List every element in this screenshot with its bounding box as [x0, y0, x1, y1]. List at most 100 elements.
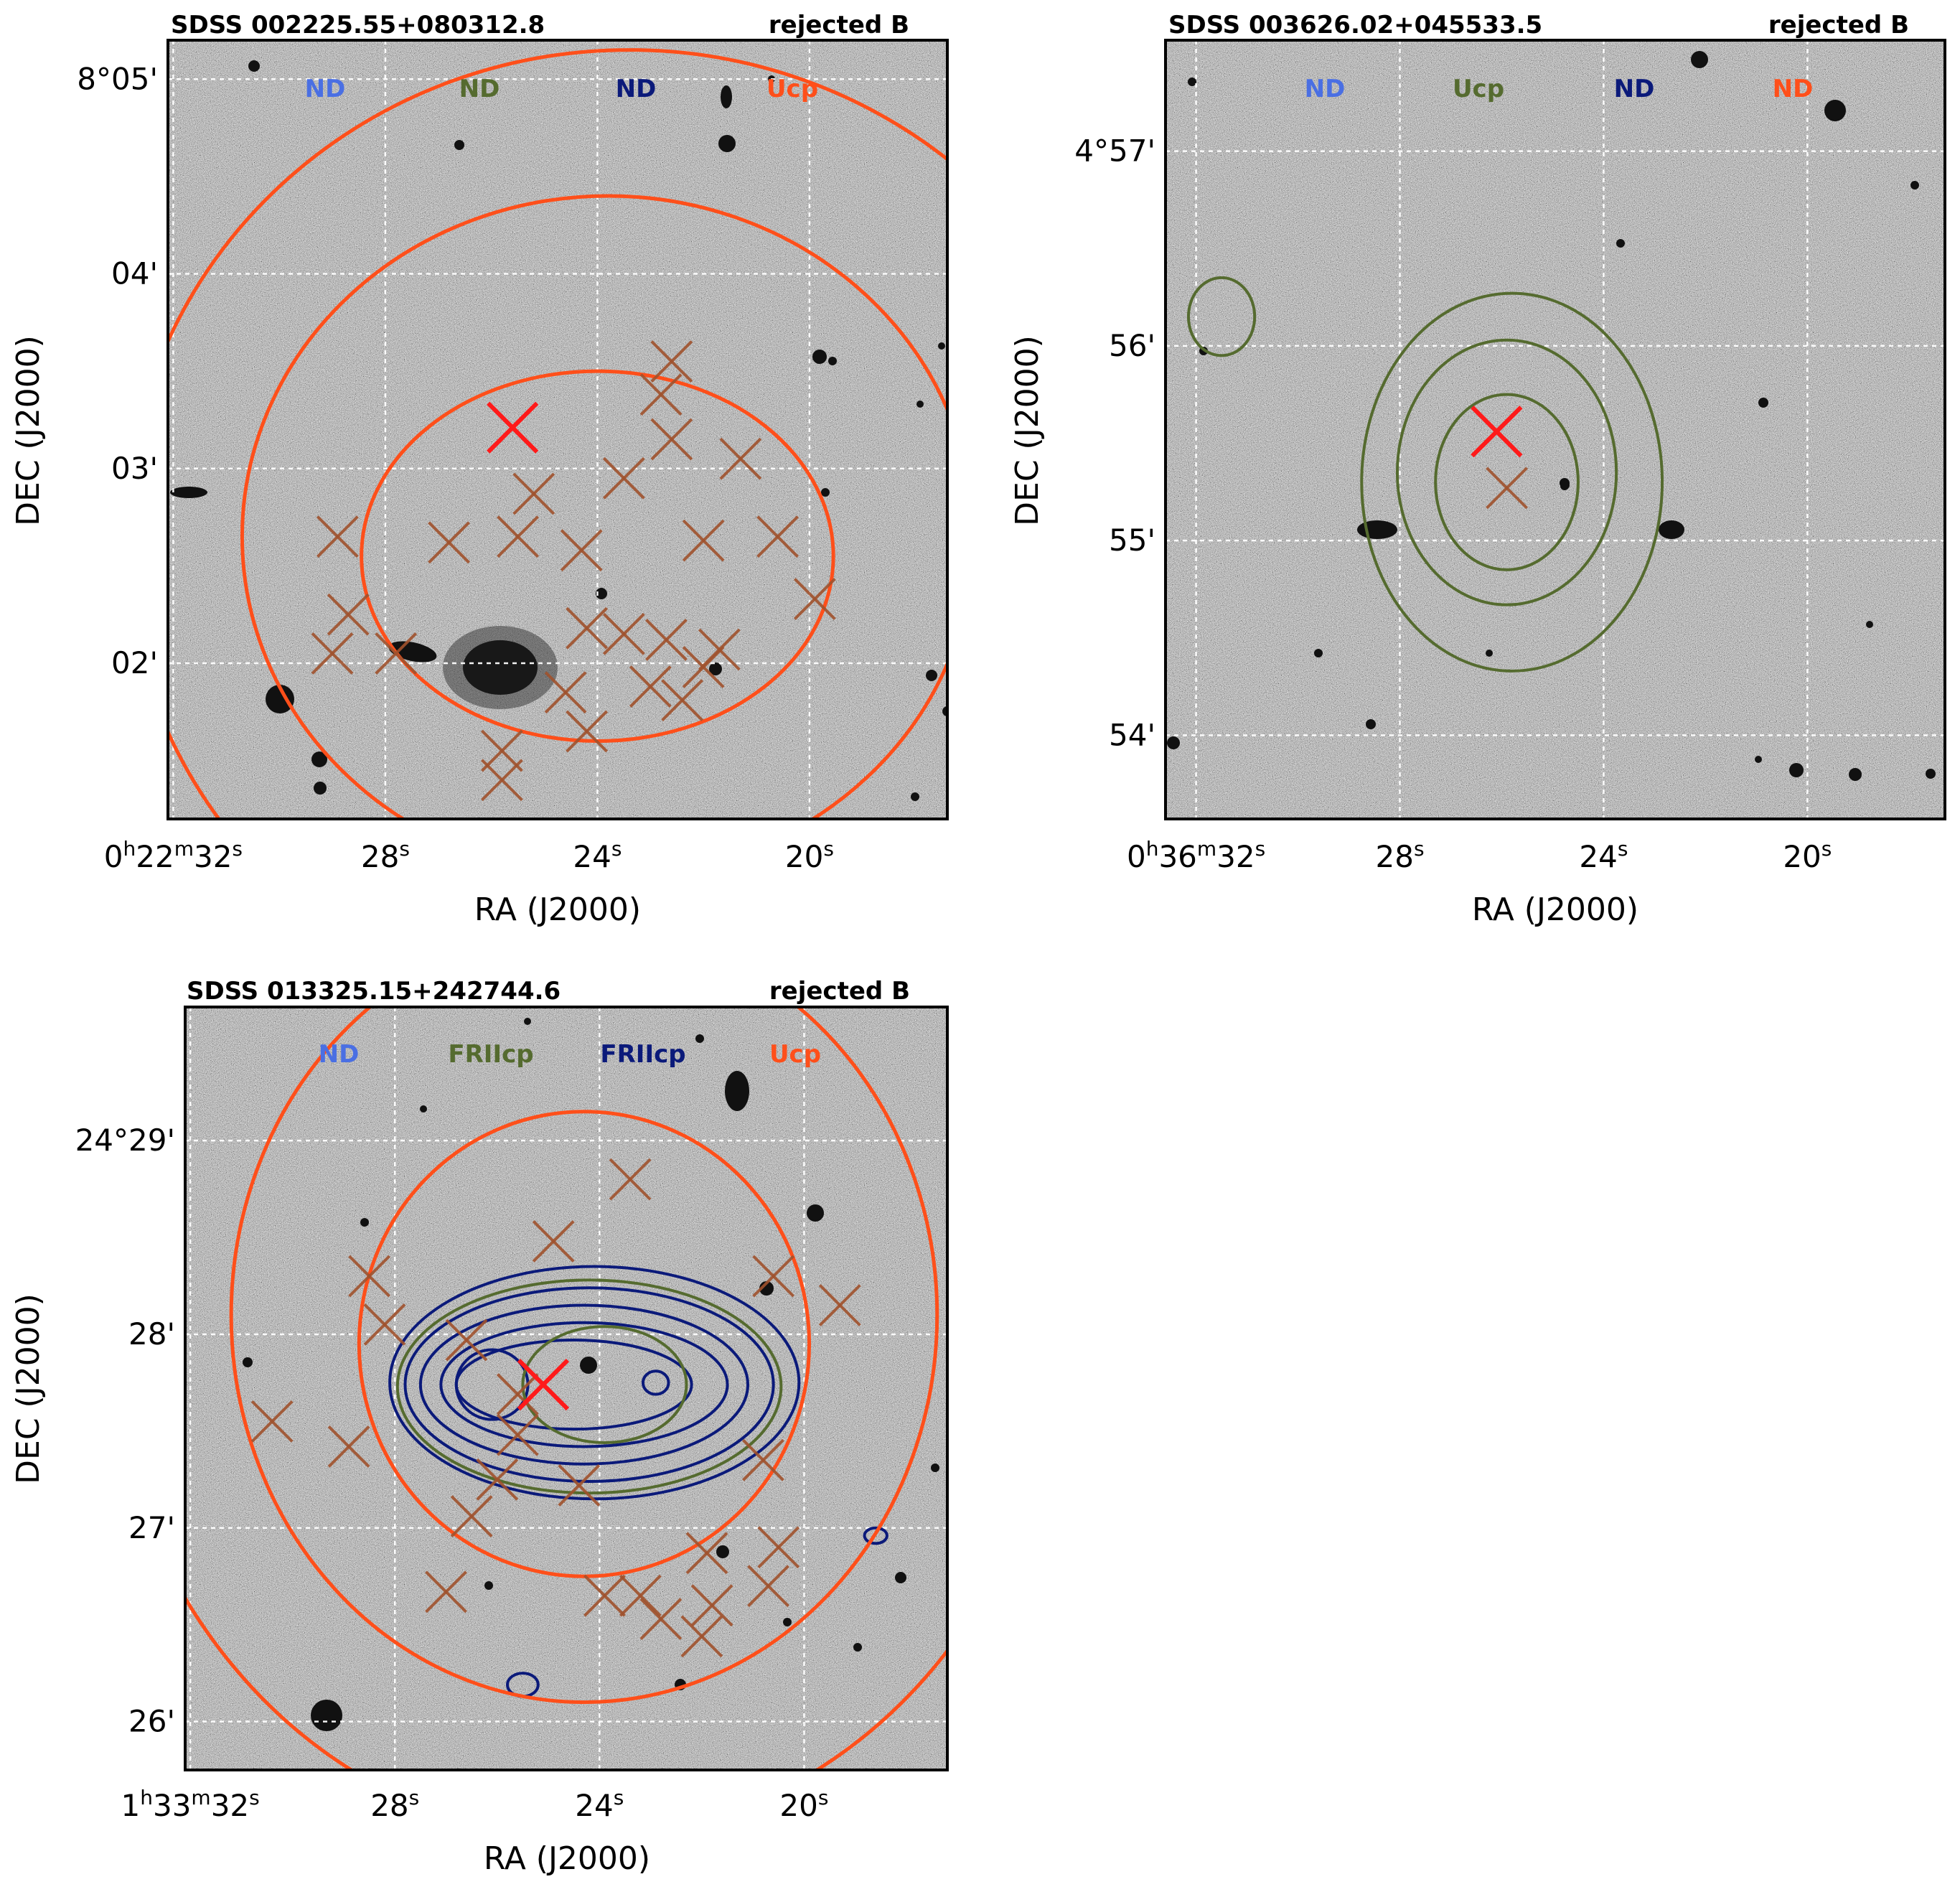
contour-ch3 — [439, 1321, 729, 1448]
legend-entry: ND — [459, 75, 500, 103]
source-cross — [752, 1255, 795, 1298]
x-tick-labels: 1h33m32s 28s 24s 20s — [121, 1786, 828, 1823]
source-cross — [544, 671, 587, 714]
target-cross — [487, 401, 539, 454]
plot-frame — [184, 1006, 949, 1771]
y-tick-labels: 4°57' 56' 55' 54' — [1074, 134, 1155, 753]
y-tick-label: 26' — [128, 1704, 175, 1739]
source-cross — [363, 1303, 406, 1346]
source-cross — [719, 437, 762, 480]
x-tick-labels: 0h36m32s 28s 24s 20s — [1127, 837, 1832, 874]
y-tick-labels: 24°29' 28' 27' 26' — [75, 1123, 175, 1738]
contour-ch2 — [395, 1278, 783, 1495]
chart-panel-1: SDSS 002225.55+080312.8 rejected B ND ND N… — [10, 11, 949, 928]
legend-entry: Ucp — [769, 1040, 821, 1069]
source-cross — [566, 710, 609, 753]
source-cross — [497, 515, 540, 558]
crosses — [1486, 467, 1528, 510]
source-cross — [639, 373, 683, 416]
source-cross — [682, 519, 725, 562]
legend-entry: ND — [319, 1040, 360, 1069]
source-cross — [690, 1584, 733, 1627]
legend-entry: ND — [1614, 75, 1655, 103]
source-cross — [481, 759, 523, 802]
plot-frame — [1164, 39, 1946, 820]
y-tick-label: 8°05' — [77, 61, 158, 96]
y-tick-label: 03' — [111, 451, 158, 486]
source-cross — [496, 1373, 539, 1416]
x-tick-label: 20s — [785, 837, 834, 874]
y-tick-label: 27' — [128, 1510, 175, 1545]
source-cross — [481, 729, 523, 772]
source-cross — [639, 1598, 683, 1640]
x-tick-label: 20s — [779, 1786, 828, 1823]
x-tick-label: 24s — [575, 1786, 624, 1823]
optical-sources — [1167, 51, 1936, 781]
panel-status: rejected B — [769, 11, 909, 39]
grid — [1166, 40, 1945, 819]
source-cross — [450, 1495, 493, 1537]
x-tick-label: 1h33m32s — [121, 1786, 259, 1823]
source-cross — [609, 1158, 652, 1201]
x-tick-label: 20s — [1783, 837, 1832, 874]
sky-image — [1166, 40, 1945, 819]
y-tick-label: 56' — [1109, 328, 1155, 363]
x-axis-label: RA (J2000) — [474, 891, 641, 928]
x-tick-labels: 0h22m32s 28s 24s 20s — [104, 837, 834, 874]
contour-ch4 — [168, 48, 947, 819]
y-axis-label: DEC (J2000) — [10, 335, 47, 526]
x-tick-label: 28s — [361, 837, 410, 874]
source-cross — [650, 340, 693, 383]
source-cross — [316, 515, 359, 558]
contour-ch2 — [1186, 276, 1257, 357]
chart-panel-3: SDSS 013325.15+242744.6 rejected B ND FRI… — [10, 977, 949, 1877]
source-cross — [327, 593, 370, 636]
contour-ch3 — [418, 1303, 750, 1466]
sky-image — [185, 1007, 947, 1770]
y-axis-label: DEC (J2000) — [1009, 335, 1046, 526]
x-tick-label: 0h22m32s — [104, 837, 243, 874]
source-cross — [532, 1220, 575, 1263]
legend: ND Ucp ND ND — [1305, 75, 1814, 103]
x-axis-label: RA (J2000) — [1472, 891, 1638, 928]
panel-title: SDSS 003626.02+045533.5 — [1168, 11, 1542, 39]
contour-ch2 — [1395, 338, 1618, 607]
target-cross — [517, 1358, 570, 1411]
y-axis-label: DEC (J2000) — [10, 1293, 47, 1484]
source-cross — [250, 1400, 294, 1443]
y-tick-label: 55' — [1109, 523, 1155, 558]
x-tick-label: 28s — [1375, 837, 1424, 874]
y-tick-label: 04' — [111, 256, 158, 291]
legend-entry: ND — [616, 75, 657, 103]
source-cross — [602, 612, 645, 655]
target-cross-stroke — [1471, 406, 1523, 458]
y-tick-label: 28' — [128, 1316, 175, 1352]
optical-sources — [243, 1018, 939, 1731]
legend-entry: Ucp — [1453, 75, 1504, 103]
contour-ch2 — [1434, 393, 1580, 571]
source-cross — [619, 1574, 662, 1617]
source-cross — [680, 1615, 723, 1658]
legend-entry: FRIIcp — [600, 1040, 685, 1069]
source-cross — [661, 679, 704, 721]
x-tick-label: 28s — [370, 1786, 419, 1823]
source-cross — [1486, 467, 1528, 510]
contour-ch4 — [240, 194, 947, 819]
source-cross — [558, 1464, 601, 1507]
optical-sources — [170, 60, 947, 801]
source-cross — [348, 1255, 391, 1298]
y-tick-label: 24°29' — [75, 1123, 175, 1158]
plot-frame — [167, 39, 949, 820]
crosses — [250, 1158, 861, 1658]
source-cross — [602, 456, 645, 500]
crosses — [311, 340, 836, 802]
legend-entry: Ucp — [766, 75, 818, 103]
panel-title: SDSS 002225.55+080312.8 — [171, 11, 545, 39]
source-cross — [650, 418, 693, 461]
panel-status: rejected B — [1768, 11, 1909, 39]
contours — [185, 1007, 947, 1770]
panel-status: rejected B — [769, 977, 910, 1006]
source-cross — [741, 1438, 784, 1481]
y-tick-label: 4°57' — [1074, 134, 1155, 169]
y-tick-label: 02' — [111, 645, 158, 680]
